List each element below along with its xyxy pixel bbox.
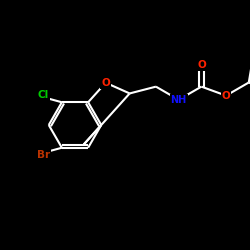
- Text: O: O: [222, 90, 230, 101]
- Text: Cl: Cl: [38, 90, 49, 100]
- Text: O: O: [197, 60, 206, 70]
- Text: Br: Br: [36, 150, 50, 160]
- Text: NH: NH: [170, 95, 187, 105]
- Text: O: O: [101, 78, 110, 88]
